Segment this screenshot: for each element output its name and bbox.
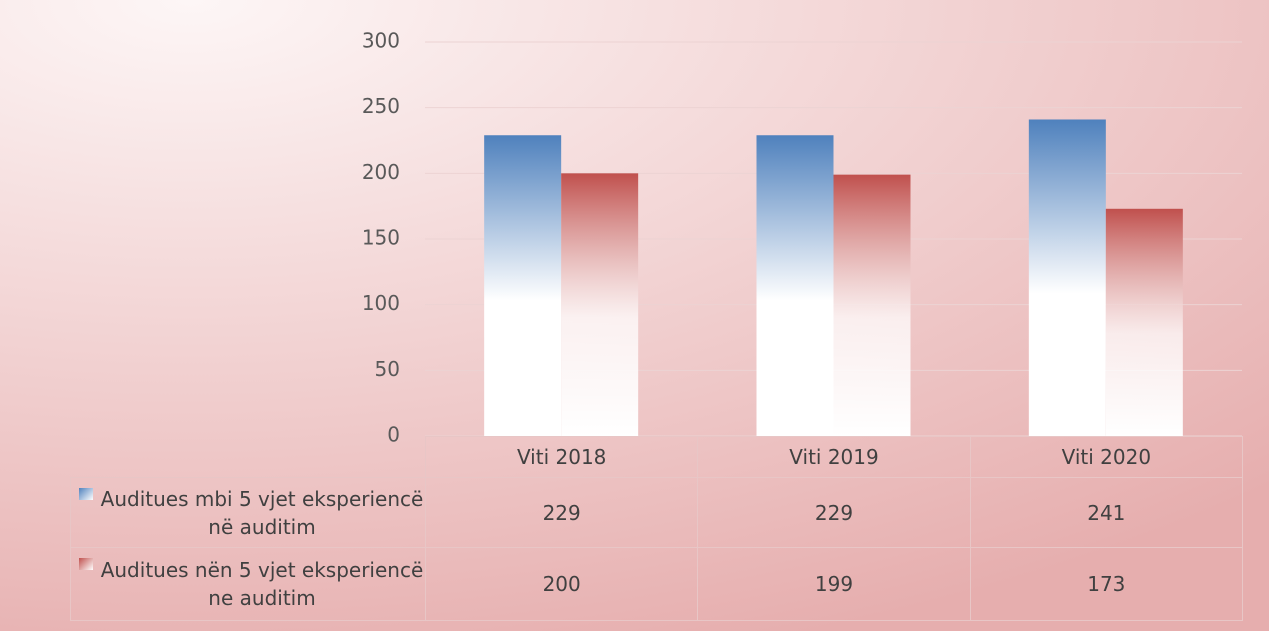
legend-label: Auditues mbi 5 vjet eksperiencë në audit…: [100, 486, 424, 539]
bar: [833, 174, 911, 436]
category-label: Viti 2019: [697, 436, 971, 478]
legend-key: [79, 558, 93, 570]
table-value: 199: [697, 547, 971, 621]
legend-key: [79, 488, 93, 500]
bar: [1105, 208, 1183, 436]
y-tick-label: 100: [362, 291, 400, 315]
table-value: 173: [969, 547, 1243, 621]
y-tick-label: 300: [362, 29, 400, 53]
y-tick-label: 200: [362, 160, 400, 184]
legend-label: Auditues nën 5 vjet eksperiencë ne audit…: [100, 558, 424, 610]
bar: [1028, 119, 1106, 436]
table-value: 229: [425, 477, 699, 548]
bar: [756, 135, 834, 436]
legend-entry: Auditues mbi 5 vjet eksperiencë në audit…: [70, 477, 426, 548]
y-tick-label: 250: [362, 94, 400, 118]
bar: [561, 173, 639, 437]
category-label: Viti 2020: [969, 436, 1243, 478]
table-value: 229: [697, 477, 971, 548]
category-label: Viti 2018: [425, 436, 699, 478]
y-tick-label: 150: [362, 226, 400, 250]
bar: [484, 135, 562, 436]
table-value: 200: [425, 547, 699, 621]
table-value: 241: [969, 477, 1243, 548]
y-tick-label: 0: [387, 423, 400, 447]
legend-entry: Auditues nën 5 vjet eksperiencë ne audit…: [70, 547, 426, 621]
y-tick-label: 50: [375, 357, 400, 381]
